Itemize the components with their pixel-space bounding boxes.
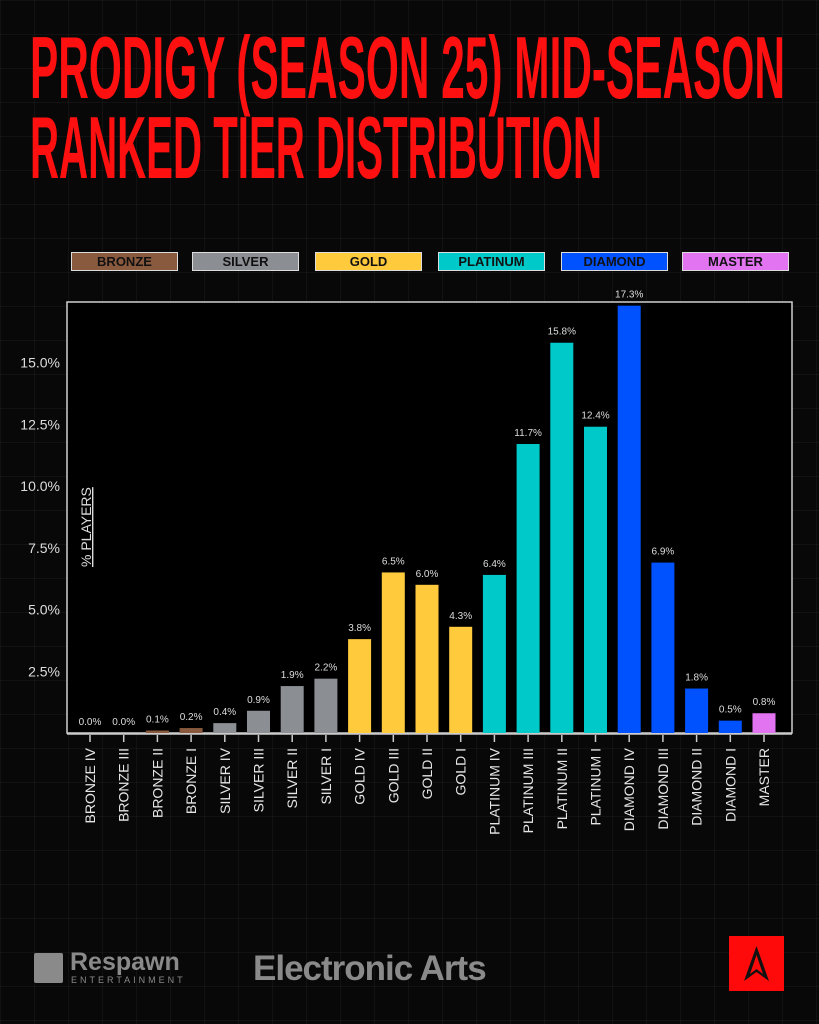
apex-logo — [729, 936, 784, 991]
data-label: 3.8% — [348, 623, 371, 634]
x-tick-label: DIAMOND II — [689, 748, 705, 826]
legend-item-diamond: DIAMOND — [561, 252, 668, 271]
bar-platinum-iv — [482, 574, 506, 733]
respawn-name: Respawn — [70, 948, 180, 976]
x-tick-label: SILVER I — [318, 748, 334, 805]
bar-bronze-i — [179, 728, 203, 733]
x-tick-label: BRONZE IV — [82, 747, 98, 823]
x-tick-label: DIAMOND III — [655, 748, 671, 830]
data-label: 17.3% — [615, 290, 643, 301]
bar-gold-iv — [348, 639, 372, 733]
x-tick-label: GOLD II — [419, 748, 435, 799]
bar-diamond-i — [718, 720, 742, 733]
data-label: 4.3% — [449, 611, 472, 622]
data-label: 12.4% — [581, 411, 609, 422]
legend-item-platinum: PLATINUM — [438, 252, 545, 271]
bar-diamond-iv — [617, 305, 641, 733]
legend-item-bronze: BRONZE — [71, 252, 178, 271]
bar-silver-i — [314, 678, 338, 733]
chart-title-line-1: PRODIGY (SEASON 25) MID-SEASON — [30, 18, 785, 117]
data-label: 1.9% — [281, 670, 304, 681]
legend-item-master: MASTER — [682, 252, 789, 271]
legend-item-gold: GOLD — [315, 252, 422, 271]
bar-silver-iv — [213, 723, 237, 733]
bar-gold-iii — [381, 572, 405, 733]
bar-platinum-ii — [550, 342, 574, 733]
x-tick-label: BRONZE II — [149, 748, 165, 818]
data-label: 0.9% — [247, 695, 270, 706]
data-label: 0.2% — [180, 712, 203, 723]
x-tick-label: MASTER — [756, 748, 772, 806]
y-tick-label: 7.5% — [28, 540, 60, 556]
bar-master — [752, 713, 776, 733]
chart-title: PRODIGY (SEASON 25) MID-SEASON RANKED TI… — [30, 18, 785, 197]
data-label: 11.7% — [514, 428, 542, 439]
x-tick-label: PLATINUM IV — [486, 747, 502, 835]
x-tick-label: GOLD III — [385, 748, 401, 803]
x-tick-label: GOLD IV — [352, 747, 368, 804]
data-label: 0.5% — [719, 705, 742, 716]
data-label: 6.9% — [652, 547, 675, 558]
x-tick-label: BRONZE I — [183, 748, 199, 814]
data-label: 0.0% — [112, 717, 135, 728]
bar-bronze-ii — [145, 730, 169, 733]
bar-diamond-iii — [651, 562, 675, 733]
data-label: 6.0% — [416, 569, 439, 580]
chart-title-line-2: RANKED TIER DISTRIBUTION — [30, 98, 602, 197]
y-axis-label: % PLAYERS — [78, 487, 94, 567]
apex-logo-icon — [744, 946, 769, 981]
y-tick-label: 12.5% — [20, 416, 60, 432]
x-tick-label: DIAMOND IV — [621, 747, 637, 831]
data-label: 0.1% — [146, 715, 169, 726]
y-tick-label: 5.0% — [28, 602, 60, 618]
data-label: 6.5% — [382, 556, 405, 567]
bar-diamond-ii — [685, 688, 709, 733]
data-label: 0.4% — [213, 707, 236, 718]
bar-gold-ii — [415, 584, 439, 733]
y-tick-label: 2.5% — [28, 663, 60, 679]
data-label: 1.8% — [685, 673, 708, 684]
data-label: 0.8% — [753, 697, 776, 708]
bar-gold-i — [449, 626, 473, 733]
y-tick-label: 15.0% — [20, 355, 60, 371]
ea-logo: Electronic Arts — [253, 949, 487, 988]
bar-silver-iii — [247, 710, 270, 733]
bar-platinum-iii — [516, 444, 540, 733]
respawn-logo-icon — [34, 953, 63, 983]
bar-chart: 2.5% 5.0% 7.5% 10.0% 12.5% 15.0% % PLAYERS 0.0%… — [20, 290, 793, 835]
x-tick-label: SILVER II — [284, 748, 300, 808]
bar-silver-ii — [280, 686, 304, 733]
data-label: 6.4% — [483, 559, 506, 570]
x-tick-label: DIAMOND I — [722, 748, 738, 822]
x-tick-label: PLATINUM I — [588, 748, 604, 826]
respawn-sub: ENTERTAINMENT — [71, 975, 186, 985]
x-tick-label: SILVER IV — [217, 747, 233, 814]
y-tick-label: 10.0% — [20, 478, 60, 494]
data-label: 15.8% — [548, 327, 576, 338]
x-tick-label: PLATINUM III — [520, 748, 536, 833]
data-label: 0.0% — [79, 717, 102, 728]
x-tick-label: BRONZE III — [116, 748, 132, 822]
bar-platinum-i — [584, 426, 607, 733]
x-tick-label: SILVER III — [251, 748, 267, 812]
x-tick-label: PLATINUM II — [554, 748, 570, 829]
data-label: 2.2% — [315, 663, 338, 674]
legend-item-silver: SILVER — [192, 252, 299, 271]
x-tick-label: GOLD I — [453, 748, 469, 795]
